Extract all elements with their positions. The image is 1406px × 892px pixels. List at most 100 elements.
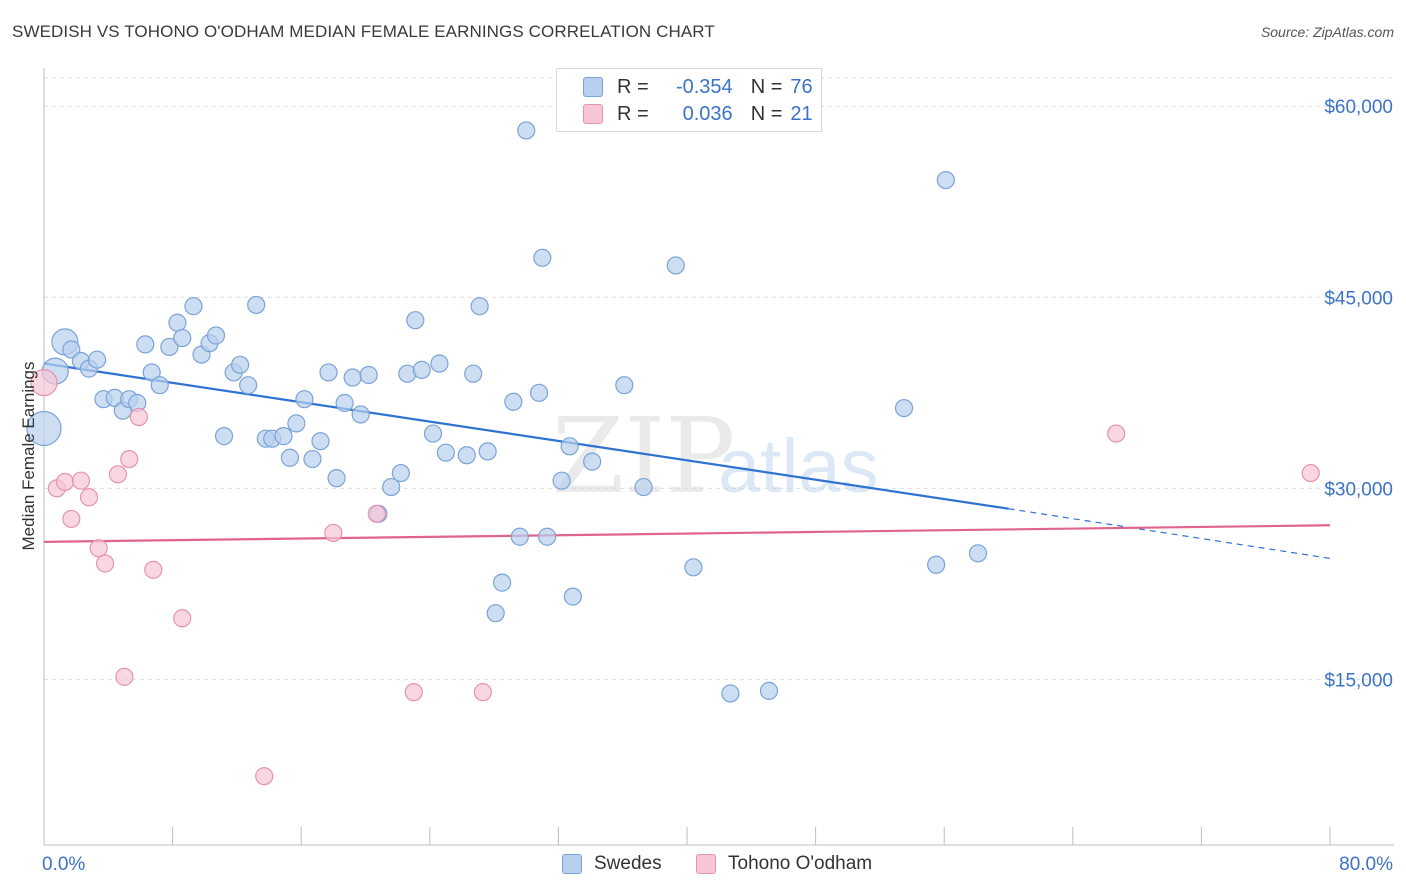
point-tohono [108,465,128,484]
trend-line-tohono [43,524,1331,543]
legend-swatch-tohono [583,104,603,124]
point-tohono [367,504,386,523]
point-swedes [530,383,549,402]
point-tohono [1301,463,1320,483]
point-tohono [89,539,108,558]
point-swedes [684,558,703,577]
point-tohono [324,523,343,543]
point-tohono [30,369,58,397]
bottom-legend-swatch-tohono [696,854,716,874]
point-swedes [173,328,192,348]
legend-r-label: R = [617,102,649,125]
axes [43,68,1394,846]
y-axis-label: Median Female Earnings [19,362,38,551]
point-swedes [412,360,431,379]
watermark-zip: ZIP [552,395,735,517]
trend-line-swedes [43,362,1009,510]
point-swedes [510,527,529,546]
point-tohono [120,449,139,469]
point-swedes [406,311,425,330]
point-swedes [538,527,557,546]
point-swedes [464,364,483,383]
bottom-legend-label-swedes: Swedes [594,853,662,874]
legend-n-value: 76 [790,75,813,98]
point-swedes [327,469,346,488]
point-swedes [423,424,443,443]
point-swedes [280,448,300,467]
point-tohono [173,609,192,628]
point-swedes [287,414,306,433]
point-tohono [62,509,81,529]
chart-title: SWEDISH VS TOHONO O'ODHAM MEDIAN FEMALE … [12,22,715,41]
point-swedes [552,471,571,490]
point-swedes [311,432,330,451]
tick-labels: $15,000 $30,000 $45,000 $60,000 0.0% 80.0% Med… [19,97,1393,875]
point-swedes [533,248,552,267]
point-swedes [274,427,293,446]
watermark-atlas: atlas [718,424,879,509]
point-swedes [634,477,653,497]
point-swedes [517,121,536,140]
point-tohono [79,488,99,507]
point-swedes [457,446,476,465]
point-tohono [144,560,163,579]
point-swedes [470,297,489,316]
point-swedes [430,354,449,373]
point-tohono [473,683,492,702]
point-swedes [936,170,955,190]
point-swedes [295,390,314,409]
point-swedes [231,355,250,374]
trend-extension-swedes [1008,508,1331,559]
source-label: Source: ZipAtlas.com [1260,24,1394,40]
y-tick-label: $45,000 [1324,288,1393,309]
data-points [26,121,1320,786]
point-swedes [486,604,505,623]
point-swedes [26,410,62,447]
point-swedes [436,443,455,462]
point-swedes [391,463,410,483]
point-swedes [319,363,338,382]
point-tohono [255,767,274,786]
bottom-legend-swatch-swedes [562,854,582,874]
point-swedes [168,313,187,332]
point-tohono [95,554,115,573]
correlation-legend: R = -0.354 N = 76 R = 0.036 N = 21 [556,68,822,132]
point-swedes [247,295,266,315]
y-tick-label: $30,000 [1324,479,1393,500]
point-swedes [504,392,523,411]
point-swedes [160,337,179,357]
y-tick-label: $15,000 [1324,670,1393,691]
bottom-legend-tohono: Tohono O'odham [696,852,872,876]
point-swedes [87,350,107,369]
bottom-legend-swedes: Swedes [562,852,662,876]
bottom-legend-label-tohono: Tohono O'odham [728,853,873,874]
point-swedes [894,398,914,418]
point-swedes [184,297,203,316]
point-tohono [55,472,74,492]
legend-row-tohono: R = 0.036 N = 21 [557,100,813,128]
point-swedes [359,365,378,385]
legend-swatch-swedes [583,77,603,97]
point-swedes [206,326,226,345]
x-tick-label: 0.0% [42,854,85,875]
legend-r-value: -0.354 [675,75,733,98]
legend-n-label: N = [750,75,783,98]
point-tohono [1107,424,1126,443]
legend-n-value: 21 [790,102,813,125]
point-swedes [927,555,946,574]
point-tohono [129,407,148,427]
point-swedes [150,376,169,395]
legend-n-label: N = [750,102,783,125]
point-swedes [583,452,602,471]
point-swedes [343,368,362,387]
legend-r-value: 0.036 [682,102,733,125]
point-swedes [759,681,779,700]
point-swedes [335,393,354,413]
point-swedes [563,587,582,606]
point-tohono [404,683,423,702]
point-swedes [239,376,258,395]
point-swedes [968,544,988,563]
point-swedes [382,477,401,497]
point-swedes [351,405,370,424]
